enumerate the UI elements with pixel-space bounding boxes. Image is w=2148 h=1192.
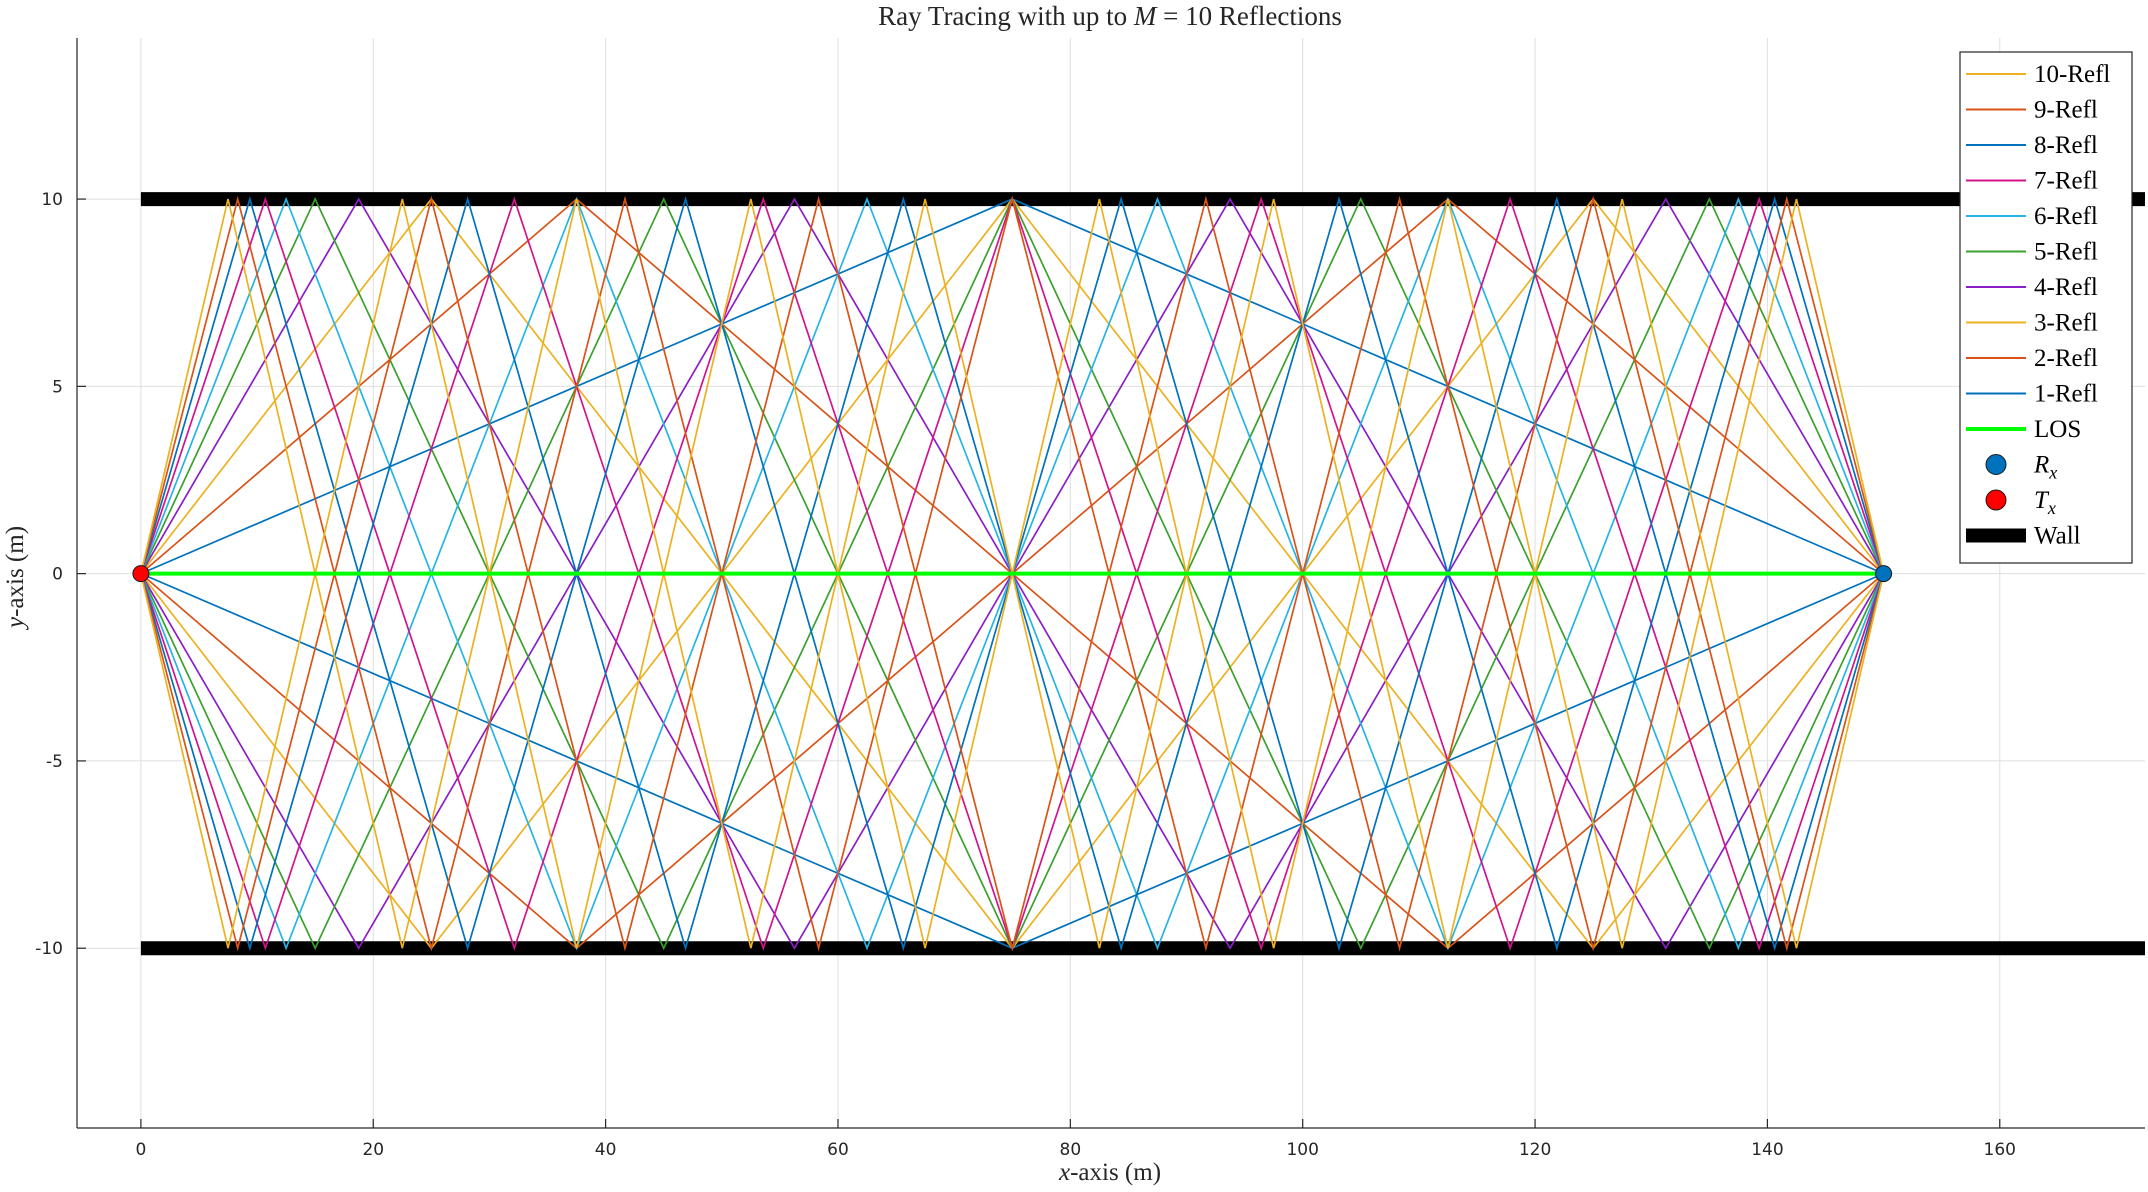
legend-label: 9-Refl (2034, 97, 2098, 124)
legend-label: 7-Refl (2034, 168, 2098, 195)
legend-entry-3-refl: 3-Refl (1966, 310, 2098, 337)
x-axis-label: x-axis (m) (1058, 1159, 1161, 1186)
legend-box (1959, 51, 2133, 564)
x-tick-label: 160 (1984, 1140, 2016, 1160)
x-tick-label: 140 (1751, 1140, 1783, 1160)
transmitter-marker (132, 565, 150, 583)
legend-label: 1-Refl (2034, 381, 2098, 408)
legend-label: 8-Refl (2034, 132, 2098, 159)
legend-swatch (1985, 489, 2007, 511)
legend-entry-7-refl: 7-Refl (1966, 168, 2098, 195)
legend-entry-t: Tx (1985, 487, 2056, 518)
legend-entry-6-refl: 6-Refl (1966, 203, 2098, 230)
legend-entry-2-refl: 2-Refl (1966, 345, 2098, 372)
legend-label: 10-Refl (2034, 61, 2110, 88)
legend-entry-5-refl: 5-Refl (1966, 239, 2098, 266)
legend-label: LOS (2034, 416, 2081, 443)
axes (76, 38, 2145, 1129)
x-tick-label: 0 (135, 1140, 146, 1160)
y-tick-label: 0 (52, 565, 63, 585)
legend-label: 2-Refl (2034, 345, 2098, 372)
legend-label: 5-Refl (2034, 239, 2098, 266)
walls (140, 192, 2145, 956)
x-tick-label: 100 (1286, 1140, 1318, 1160)
x-tick-label: 40 (595, 1140, 617, 1160)
legend-entry-wall: Wall (1966, 523, 2081, 550)
antenna-markers (132, 565, 1893, 583)
legend-label: Rx (2033, 452, 2057, 483)
legend-label: Wall (2034, 523, 2081, 550)
legend-entry-4-refl: 4-Refl (1966, 274, 2098, 301)
legend-label: 6-Refl (2034, 203, 2098, 230)
y-tick-label: -10 (35, 939, 63, 959)
legend-entry-8-refl: 8-Refl (1966, 132, 2098, 159)
y-tick-label: -5 (46, 752, 63, 772)
legend-label: 4-Refl (2034, 274, 2098, 301)
tick-labels: 0 20 40 60 80 100 120 140 160 -10 -5 0 5 10 (35, 190, 2016, 1160)
chart-title: Ray Tracing with up to M = 10 Reflection… (878, 1, 1342, 31)
x-tick-label: 20 (362, 1140, 384, 1160)
legend-entry-r: Rx (1985, 452, 2057, 483)
legend: 10-Refl 9-Refl 8-Refl 7-Refl 6-Refl 5-Refl 4-R… (1959, 51, 2133, 564)
legend-entry-los: LOS (1966, 416, 2081, 443)
x-tick-label: 80 (1060, 1140, 1082, 1160)
legend-entry-9-refl: 9-Refl (1966, 97, 2098, 124)
y-tick-label: 10 (41, 190, 63, 210)
legend-label: 3-Refl (2034, 310, 2098, 337)
x-tick-label: 60 (827, 1140, 849, 1160)
legend-swatch (1985, 454, 2007, 475)
ray-path-9-refl (140, 195, 1885, 952)
receiver-marker (1875, 565, 1893, 583)
y-tick-label: 5 (52, 377, 63, 397)
x-tick-label: 120 (1519, 1140, 1551, 1160)
legend-entry-1-refl: 1-Refl (1966, 381, 2098, 408)
legend-label: Tx (2034, 487, 2056, 518)
y-axis-label: y-axis (m) (2, 526, 29, 631)
legend-entry-10-refl: 10-Refl (1966, 61, 2110, 88)
ray-path-9-refl (140, 195, 1885, 952)
